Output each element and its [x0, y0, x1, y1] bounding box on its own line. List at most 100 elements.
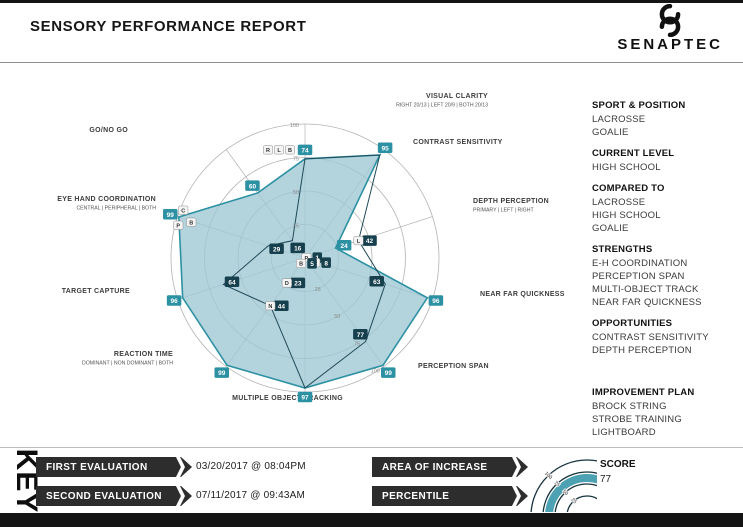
radar-value-text: P: [304, 256, 308, 262]
radar-value-text: D: [285, 281, 289, 287]
legend-second-evaluation: SECOND EVALUATION: [36, 486, 192, 506]
radar-value-text: B: [288, 148, 292, 154]
sidebar-section: CURRENT LEVEL HIGH SCHOOL: [592, 148, 734, 174]
percentile-ring-label: 75: [553, 480, 561, 488]
radar-value-box: [263, 145, 273, 155]
radar-value-text: 96: [170, 298, 178, 305]
radar-value-box: [269, 243, 284, 255]
legend-area-of-increase-label: AREA OF INCREASE: [382, 461, 488, 473]
radar-value-box: [173, 220, 184, 230]
radar-ring-label: 75: [293, 157, 299, 163]
brand-wordmark: SENAPTEC: [617, 36, 723, 53]
second-evaluation-date: 07/11/2017 @ 09:43AM: [196, 490, 306, 501]
report-header: SENSORY PERFORMANCE REPORT SENAPTEC: [0, 3, 743, 63]
sidebar-section-heading: CURRENT LEVEL: [592, 148, 675, 159]
radar-value-text: 5: [310, 261, 314, 268]
radar-ring-label: 25: [315, 287, 321, 293]
radar-value-text: L: [357, 239, 361, 245]
radar-value-text: N: [268, 304, 272, 310]
sidebar-section-heading: IMPROVEMENT PLAN: [592, 387, 695, 398]
radar-value-box: [369, 276, 384, 287]
sidebar-sections: SPORT & POSITION LACROSSE GOALIE CURRENT LE…: [592, 100, 734, 439]
radar-value-box: [285, 145, 295, 155]
radar-ring-label: 50: [334, 314, 340, 320]
radar-value-text: 99: [167, 212, 175, 219]
radar-ring-label: 25: [293, 224, 299, 230]
sidebar-section: OPPORTUNITIES CONTRAST SENSITIVITY DEPTH P…: [592, 318, 734, 357]
radar-axis-sublabel: RIGHT 20/13 | LEFT 20/9 | BOTH 20/13: [396, 103, 488, 109]
radar-value-text: 77: [357, 332, 365, 339]
radar-value-text: 64: [228, 279, 236, 286]
brand-block: SENAPTEC: [617, 4, 723, 53]
score-label: SCORE: [600, 459, 636, 470]
radar-value-box: [321, 257, 331, 268]
legend-first-evaluation-label: FIRST EVALUATION: [46, 461, 148, 473]
area-of-increase-swatch: [545, 474, 597, 512]
radar-value-text: 8: [324, 260, 328, 267]
radar-value-box: [353, 236, 364, 246]
radar-value-text: 60: [249, 183, 257, 190]
top-border: [0, 0, 743, 3]
radar-value-box: [214, 367, 229, 378]
legend-second-evaluation-label: SECOND EVALUATION: [46, 490, 162, 502]
radar-value-box: [381, 367, 396, 378]
radar-chart: 25 50 75 100 25 50 75 100 VISUAL CLARITY RIGHT 20…: [57, 93, 565, 403]
sidebar-item: E-H COORDINATION: [592, 258, 688, 269]
radar-value-text: 23: [294, 281, 302, 288]
sidebar-section: STRENGTHS E-H COORDINATION PERCEPTION SPAN…: [592, 244, 734, 309]
percentile-ring-label: 25: [569, 497, 577, 505]
radar-value-text: B: [299, 262, 303, 268]
first-evaluation-date: 03/20/2017 @ 08:04PM: [196, 461, 306, 472]
sidebar-item: GOALIE: [592, 127, 629, 138]
radar-value-text: 96: [432, 298, 440, 305]
radar-value-text: 44: [278, 303, 286, 310]
percentile-ring-label: 50: [561, 489, 569, 497]
page-title: SENSORY PERFORMANCE REPORT: [30, 18, 307, 35]
score-block: SCORE 77: [600, 459, 636, 485]
radar-ring-label: 100: [290, 123, 299, 129]
sidebar-section-heading: STRENGTHS: [592, 244, 653, 255]
sidebar-item: PERCEPTION SPAN: [592, 271, 685, 282]
score-value: 77: [600, 474, 612, 485]
bottom-border: [0, 513, 743, 527]
radar-value-box: [245, 180, 260, 191]
radar-value-box: [290, 242, 305, 254]
radar-value-text: 97: [301, 395, 309, 402]
radar-value-box: [186, 217, 197, 227]
senaptec-logo-icon: [659, 4, 681, 37]
radar-axis-label: VISUAL CLARITY: [426, 93, 488, 100]
sidebar-item: LACROSSE: [592, 197, 646, 208]
radar-value-box: [166, 295, 182, 306]
percentile-ring: [554, 483, 597, 512]
radar-value-box: [281, 278, 292, 288]
sidebar-item: NEAR FAR QUICKNESS: [592, 297, 702, 308]
radar-value-box: [274, 300, 289, 311]
radar-axis-label: CONTRAST SENSITIVITY: [413, 139, 503, 146]
sidebar-item: BROCK STRING: [592, 401, 667, 412]
sidebar-item: DEPTH PERCEPTION: [592, 345, 692, 356]
sidebar-item: HIGH SCHOOL: [592, 210, 661, 221]
percentile-ring: [566, 495, 597, 512]
radar-value-text: 63: [373, 279, 381, 286]
percentile-ring: [542, 471, 597, 512]
radar-value-box: [297, 391, 313, 403]
radar-value-box: [296, 258, 307, 268]
radar-axis-sublabel: PRIMARY | LEFT | RIGHT: [473, 208, 534, 214]
sidebar-item: LACROSSE: [592, 114, 646, 125]
legend-first-evaluation: FIRST EVALUATION: [36, 457, 192, 477]
radar-ring-label: 75: [354, 341, 360, 347]
radar-axis-label: REACTION TIME: [114, 351, 173, 358]
radar-axis-label: EYE HAND COORDINATION: [57, 196, 156, 203]
radar-axis-label: TARGET CAPTURE: [62, 288, 130, 295]
radar-second-evaluation-area: [178, 154, 429, 389]
radar-value-text: 95: [381, 145, 389, 152]
percentile-ring-label: 100: [543, 471, 553, 481]
radar-axis-label: NEAR FAR QUICKNESS: [480, 291, 565, 298]
key-section: KEY FIRST EVALUATION 03/20/2017 @ 08:04P…: [0, 447, 743, 514]
radar-value-box: [377, 142, 393, 153]
radar-value-text: L: [277, 148, 281, 154]
legend-percentile: PERCENTILE: [372, 486, 528, 506]
legend-area-of-increase: AREA OF INCREASE: [372, 457, 528, 477]
